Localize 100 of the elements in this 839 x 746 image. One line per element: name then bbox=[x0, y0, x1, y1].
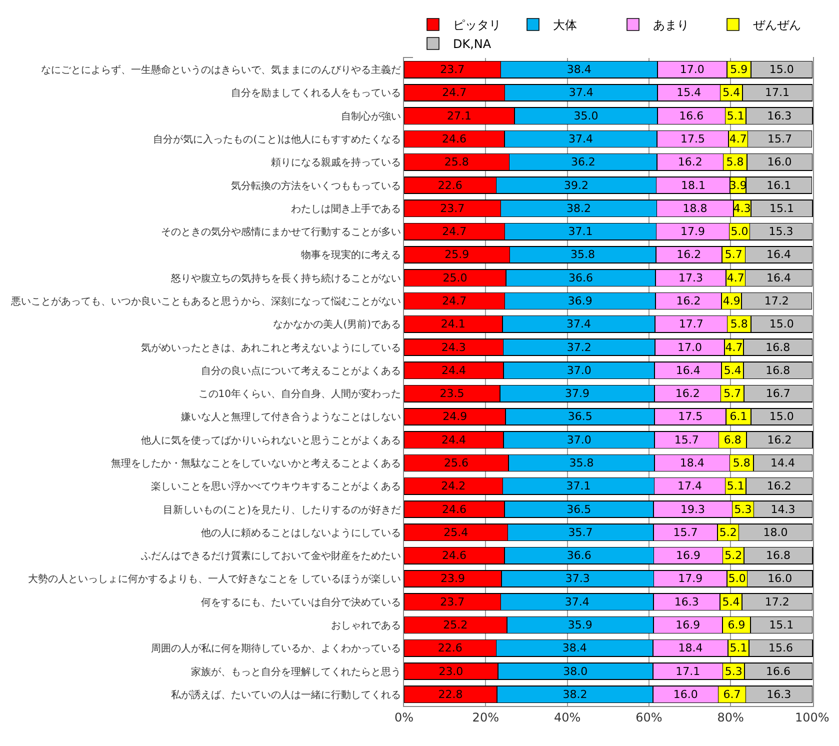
data-label: 24.7 bbox=[442, 294, 467, 308]
y-tick-label: 怒りや腹立ちの気持ちを長く持ち続けることがない bbox=[170, 272, 401, 284]
data-label: 38.2 bbox=[566, 202, 591, 215]
data-label: 17.5 bbox=[680, 132, 706, 146]
data-label: 17.4 bbox=[677, 480, 702, 493]
data-label: 16.0 bbox=[767, 156, 792, 169]
y-tick-label: 周囲の人が私に何を期待しているか、よくわかっている bbox=[151, 642, 401, 655]
data-label: 4.3 bbox=[733, 202, 751, 215]
x-tick-label: 20% bbox=[472, 710, 499, 724]
data-label: 15.7 bbox=[674, 433, 699, 446]
data-label: 17.9 bbox=[680, 225, 706, 238]
data-label: 24.7 bbox=[442, 225, 467, 238]
legend-label: ピッタリ bbox=[453, 18, 501, 32]
data-label: 15.7 bbox=[673, 526, 698, 539]
data-label: 16.0 bbox=[768, 572, 792, 586]
data-label: 5.2 bbox=[719, 526, 737, 539]
data-label: 17.2 bbox=[764, 294, 789, 308]
data-label: 25.8 bbox=[444, 156, 469, 169]
y-tick-label: 頼りになる親戚を持っている bbox=[271, 156, 401, 169]
data-label: 15.6 bbox=[768, 642, 794, 655]
data-label: 19.3 bbox=[680, 502, 706, 516]
data-label: 5.0 bbox=[730, 225, 748, 238]
data-label: 5.8 bbox=[726, 156, 744, 169]
data-label: 17.3 bbox=[678, 271, 703, 284]
y-tick-label: ふだんはできるだけ質素にしておいて金や財産をためたい bbox=[140, 550, 401, 562]
y-tick-label: 嫌いな人と無理して付き合うようなことはしない bbox=[181, 411, 401, 424]
data-label: 36.5 bbox=[566, 502, 592, 516]
data-label: 37.4 bbox=[564, 595, 590, 608]
data-label: 17.5 bbox=[678, 410, 703, 424]
data-label: 35.8 bbox=[569, 456, 594, 470]
data-label: 23.9 bbox=[440, 572, 466, 586]
data-label: 14.4 bbox=[770, 456, 796, 470]
data-label: 22.6 bbox=[438, 642, 462, 655]
y-tick-label: この10年くらい、自分自身、人間が変わった bbox=[198, 388, 401, 400]
data-label: 4.7 bbox=[725, 340, 743, 354]
data-label: 25.4 bbox=[444, 526, 468, 539]
data-label: 16.7 bbox=[766, 387, 790, 400]
data-label: 16.3 bbox=[766, 688, 792, 701]
data-label: 5.1 bbox=[730, 642, 748, 655]
data-label: 23.5 bbox=[440, 387, 464, 400]
data-label: 5.8 bbox=[732, 456, 750, 470]
data-label: 24.4 bbox=[442, 364, 466, 377]
y-tick-label: そのときの気分や感情にまかせて行動することが多い bbox=[161, 226, 401, 238]
data-label: 6.8 bbox=[724, 433, 742, 446]
data-label: 24.3 bbox=[441, 340, 466, 354]
data-label: 22.6 bbox=[438, 178, 462, 192]
x-tick-label: 100% bbox=[795, 710, 830, 724]
data-label: 16.0 bbox=[673, 688, 698, 701]
data-label: 25.9 bbox=[444, 248, 470, 262]
data-label: 36.5 bbox=[568, 410, 592, 424]
data-label: 37.0 bbox=[566, 364, 592, 377]
legend-label: あまり bbox=[653, 18, 689, 32]
data-label: 16.4 bbox=[676, 364, 700, 377]
data-label: 23.7 bbox=[440, 63, 465, 76]
x-tick-label: 0% bbox=[394, 710, 414, 724]
data-label: 5.1 bbox=[726, 480, 744, 493]
y-tick-label: 私が誘えば、たいていの人は一緒に行動してくれる bbox=[171, 688, 401, 701]
data-label: 5.3 bbox=[734, 502, 752, 516]
data-label: 5.1 bbox=[726, 109, 744, 122]
data-label: 38.4 bbox=[566, 63, 592, 76]
data-label: 15.7 bbox=[767, 132, 792, 146]
data-label: 24.4 bbox=[442, 433, 466, 446]
data-label: 35.0 bbox=[574, 109, 598, 122]
data-label: 36.6 bbox=[568, 271, 593, 284]
y-tick-label: 自制心が強い bbox=[341, 110, 401, 122]
data-label: 5.0 bbox=[728, 572, 746, 586]
data-label: 37.2 bbox=[566, 340, 592, 354]
y-tick-label: 自分の良い点について考えることがよくある bbox=[201, 364, 401, 377]
data-label: 5.2 bbox=[724, 549, 742, 562]
data-label: 4.7 bbox=[729, 132, 747, 146]
data-label: 4.9 bbox=[722, 294, 740, 308]
data-label: 18.4 bbox=[678, 642, 703, 655]
data-label: 16.9 bbox=[676, 549, 701, 562]
data-label: 15.4 bbox=[676, 86, 702, 100]
data-label: 16.8 bbox=[766, 340, 790, 354]
x-tick-label: 60% bbox=[636, 710, 662, 724]
data-label: 37.4 bbox=[566, 318, 591, 331]
data-label: 16.2 bbox=[766, 480, 792, 493]
y-tick-label: 大勢の人といっしょに何かするよりも、一人で好きなことを しているほうが楽しい bbox=[28, 573, 401, 586]
data-label: 27.1 bbox=[447, 109, 472, 122]
data-label: 16.2 bbox=[676, 248, 702, 262]
data-label: 25.6 bbox=[444, 456, 468, 470]
data-label: 24.6 bbox=[442, 502, 466, 516]
data-label: 18.4 bbox=[680, 456, 704, 470]
y-tick-label: 自分を励ましてくれる人をもっている bbox=[231, 87, 401, 100]
data-label: 16.3 bbox=[674, 595, 699, 608]
data-label: 25.2 bbox=[443, 618, 468, 632]
y-tick-label: 気がめいったときは、あれこれと考えないようにしている bbox=[141, 342, 401, 354]
data-label: 23.7 bbox=[440, 595, 465, 608]
data-label: 35.9 bbox=[568, 618, 592, 632]
data-label: 16.6 bbox=[766, 664, 791, 678]
data-label: 16.9 bbox=[676, 618, 700, 632]
legend-label: DK,NA bbox=[453, 37, 492, 52]
data-label: 14.3 bbox=[770, 502, 796, 516]
data-label: 38.2 bbox=[562, 688, 588, 701]
data-label: 15.0 bbox=[769, 410, 794, 424]
data-label: 24.6 bbox=[442, 132, 466, 146]
y-tick-label: おしゃれである bbox=[331, 620, 401, 632]
data-label: 16.2 bbox=[767, 433, 792, 446]
data-label: 15.1 bbox=[770, 202, 794, 215]
